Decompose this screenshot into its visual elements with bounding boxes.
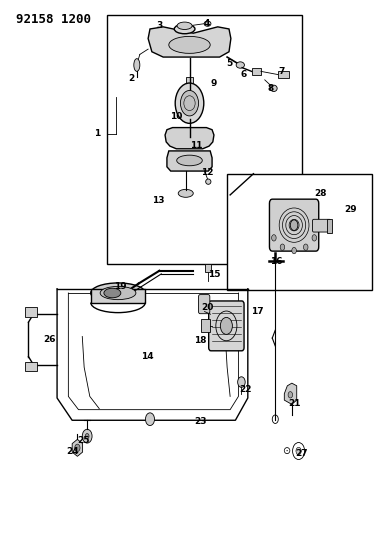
Bar	[186, 77, 193, 98]
Bar	[327, 219, 332, 232]
Text: 10: 10	[170, 112, 183, 122]
Ellipse shape	[177, 155, 202, 166]
Text: 14: 14	[141, 352, 153, 361]
FancyBboxPatch shape	[269, 199, 319, 251]
Text: 29: 29	[344, 205, 357, 214]
Text: 4: 4	[203, 19, 210, 28]
Text: 27: 27	[295, 449, 308, 458]
Ellipse shape	[177, 22, 192, 29]
Text: 19: 19	[114, 282, 126, 291]
Ellipse shape	[100, 286, 136, 300]
Circle shape	[312, 235, 316, 241]
Text: 21: 21	[288, 399, 300, 408]
Text: 8: 8	[267, 84, 274, 93]
Polygon shape	[148, 27, 231, 57]
Text: 9: 9	[211, 79, 217, 88]
Text: 11: 11	[190, 141, 202, 150]
Circle shape	[82, 429, 92, 443]
FancyBboxPatch shape	[313, 219, 330, 232]
Text: 7: 7	[279, 67, 285, 76]
Text: 16: 16	[270, 257, 282, 265]
Ellipse shape	[236, 62, 244, 68]
Circle shape	[175, 83, 204, 123]
Text: 12: 12	[201, 167, 214, 176]
Text: ⊙: ⊙	[282, 446, 290, 456]
FancyBboxPatch shape	[227, 174, 372, 290]
Circle shape	[304, 244, 308, 251]
Circle shape	[296, 447, 301, 455]
Text: 28: 28	[314, 189, 327, 198]
Circle shape	[290, 220, 298, 230]
Polygon shape	[167, 151, 212, 171]
Text: 6: 6	[241, 70, 247, 79]
FancyBboxPatch shape	[209, 301, 244, 351]
Ellipse shape	[134, 59, 140, 71]
Bar	[201, 319, 210, 332]
Bar	[25, 362, 37, 372]
Text: 25: 25	[77, 436, 90, 445]
Circle shape	[180, 91, 199, 116]
FancyBboxPatch shape	[107, 14, 302, 264]
Ellipse shape	[169, 36, 210, 53]
Text: 18: 18	[194, 336, 206, 345]
Ellipse shape	[270, 85, 277, 92]
Circle shape	[288, 392, 293, 398]
Text: 3: 3	[156, 21, 163, 30]
Circle shape	[75, 444, 80, 451]
Text: 22: 22	[239, 385, 251, 394]
Text: 17: 17	[251, 307, 263, 316]
Bar	[252, 68, 261, 75]
Text: 1: 1	[94, 130, 100, 139]
Bar	[25, 308, 37, 317]
Text: 26: 26	[43, 335, 56, 344]
FancyBboxPatch shape	[91, 289, 146, 303]
Bar	[205, 264, 211, 272]
Ellipse shape	[204, 21, 211, 26]
Text: 24: 24	[66, 447, 78, 456]
Ellipse shape	[178, 189, 193, 197]
Polygon shape	[165, 127, 214, 149]
Circle shape	[146, 413, 155, 425]
Ellipse shape	[104, 288, 121, 298]
Text: 13: 13	[152, 196, 165, 205]
Ellipse shape	[206, 179, 211, 184]
Circle shape	[292, 247, 296, 254]
Ellipse shape	[174, 24, 195, 34]
Bar	[278, 71, 289, 78]
Text: 5: 5	[226, 60, 232, 68]
Text: 15: 15	[208, 270, 220, 279]
Ellipse shape	[91, 283, 145, 303]
Circle shape	[280, 244, 285, 251]
Circle shape	[85, 433, 89, 439]
Circle shape	[238, 377, 245, 387]
Text: 92158 1200: 92158 1200	[16, 13, 91, 26]
Circle shape	[272, 235, 276, 241]
Polygon shape	[284, 383, 297, 405]
Text: 20: 20	[201, 303, 214, 312]
Text: 2: 2	[128, 74, 134, 83]
FancyBboxPatch shape	[199, 295, 210, 314]
Circle shape	[220, 317, 232, 334]
Text: 23: 23	[194, 417, 206, 426]
